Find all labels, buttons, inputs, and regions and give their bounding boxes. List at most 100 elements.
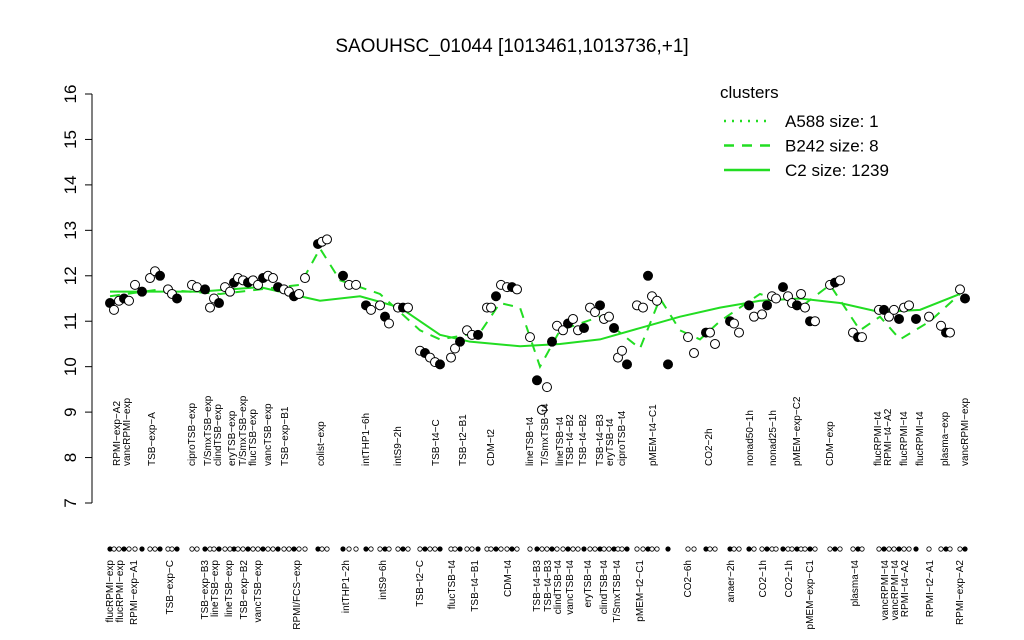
- sample-label-bottom: pMEM−exp−C1: [805, 560, 816, 630]
- rug-dot: [281, 546, 287, 552]
- sample-label-bottom: vancRPMI−t4: [880, 560, 891, 621]
- rug-dot: [464, 546, 470, 552]
- point: [486, 302, 496, 313]
- sample-label-bottom: CO2−1h: [784, 560, 795, 598]
- y-tick-label: 13: [61, 221, 80, 240]
- point: [205, 302, 215, 313]
- sample-label-top: flucRPMI−t4: [873, 411, 884, 466]
- rug-dot: [400, 546, 406, 552]
- rug-dot: [773, 546, 779, 552]
- sample-label-bottom: pMEM−t2−C1: [635, 560, 646, 622]
- point: [225, 286, 235, 297]
- rug-dot: [427, 546, 433, 552]
- rug-dot: [422, 546, 428, 552]
- sample-label-bottom: RPMI−exp−A1: [129, 560, 140, 625]
- rug-dot: [947, 546, 953, 552]
- point: [960, 293, 970, 304]
- rug-dot: [896, 546, 902, 552]
- rug-dot: [121, 546, 127, 552]
- sample-label-bottom: TSB−exp−B3: [200, 560, 211, 620]
- rug-dot: [116, 546, 122, 552]
- sample-label-bottom: clindTSB−t4: [599, 560, 610, 615]
- rug-dot: [509, 546, 515, 552]
- point: [200, 284, 210, 295]
- legend-label: A588 size: 1: [785, 112, 879, 131]
- rug-dot: [527, 546, 533, 552]
- cluster-line: [110, 286, 961, 348]
- y-tick-label: 16: [61, 85, 80, 104]
- rug-dot: [837, 546, 843, 552]
- rug-dot: [549, 546, 555, 552]
- point: [705, 327, 715, 338]
- rug-dot: [235, 546, 241, 552]
- rug-dot: [437, 546, 443, 552]
- point: [904, 300, 914, 311]
- sample-label-bottom: CO2−6h: [683, 560, 694, 598]
- rug-dot: [286, 546, 292, 552]
- legend-title: clusters: [720, 83, 779, 102]
- sample-label-top: pMEM−exp−C2: [792, 396, 803, 466]
- point: [338, 270, 348, 281]
- point: [744, 300, 754, 311]
- sample-label-bottom: CO2−1h: [758, 560, 769, 598]
- rug-dot: [570, 546, 576, 552]
- sample-label-top: TSB−t2−B1: [458, 414, 469, 466]
- rug-dot: [876, 546, 882, 552]
- y-tick-label: 7: [61, 498, 80, 507]
- rug-dot: [475, 546, 481, 552]
- y-tick-label: 12: [61, 266, 80, 285]
- sample-label-bottom: vancTSB−exp: [253, 560, 264, 623]
- rug-dot: [377, 546, 383, 552]
- sample-label-top: CO2−2h: [704, 428, 715, 466]
- rug-dot: [222, 546, 228, 552]
- sample-label-bottom: vancRPMI−t4: [890, 560, 901, 621]
- point: [294, 288, 304, 299]
- point: [491, 291, 501, 302]
- point: [609, 323, 619, 334]
- rug-dot: [886, 546, 892, 552]
- sample-label-bottom: intTHP1−2h: [341, 560, 352, 613]
- rug-dot: [469, 546, 475, 552]
- point: [455, 336, 465, 347]
- rug-dot: [340, 546, 346, 552]
- rug-dot: [575, 546, 581, 552]
- rug-dot: [147, 546, 153, 552]
- y-tick-label: 11: [61, 312, 80, 330]
- sample-label-top: T/SmxTSB−exp: [238, 395, 249, 466]
- point: [835, 275, 845, 286]
- legend-label: C2 size: 1239: [785, 161, 889, 180]
- point: [889, 304, 899, 315]
- legend-label: B242 size: 8: [785, 137, 879, 156]
- rug-dot: [731, 546, 737, 552]
- point: [652, 295, 662, 306]
- point: [124, 295, 134, 306]
- point: [622, 359, 632, 370]
- point: [155, 270, 165, 281]
- sample-label-top: eryTSB−t4: [605, 418, 616, 466]
- rug-dot: [216, 546, 222, 552]
- point: [762, 300, 772, 311]
- point: [579, 323, 589, 334]
- point: [547, 336, 557, 347]
- rug-dot: [395, 546, 401, 552]
- point: [322, 234, 332, 245]
- sample-label-top: TSB−t4−B3: [595, 414, 606, 466]
- point: [590, 307, 600, 318]
- sample-label-top: vancRPMI−exp: [960, 397, 971, 466]
- point: [879, 304, 889, 315]
- point: [366, 304, 376, 315]
- point: [351, 279, 361, 290]
- sample-label-bottom: clindTSB−t4: [553, 560, 564, 615]
- chart-title: SAOUHSC_01044 [1013461,1013736,+1]: [335, 36, 688, 57]
- point: [924, 311, 934, 322]
- sample-label-bottom: lineTSB−exp: [224, 560, 235, 617]
- point: [384, 318, 394, 329]
- rug-dot: [649, 546, 655, 552]
- y-tick-label: 14: [61, 175, 80, 194]
- sample-label-bottom: RPMI−t4−A2: [900, 560, 911, 618]
- rug-dot: [906, 546, 912, 552]
- rug-dot: [152, 546, 158, 552]
- sample-label-top: vancTSB−exp: [263, 403, 274, 466]
- rug-dot: [432, 546, 438, 552]
- point: [810, 316, 820, 327]
